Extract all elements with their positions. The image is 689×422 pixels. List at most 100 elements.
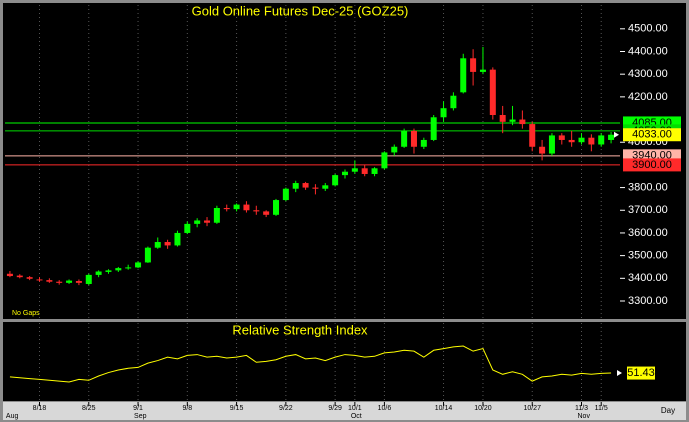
x-tick-label: 9/15	[230, 405, 244, 412]
candle-body	[194, 220, 201, 224]
candle-body	[164, 242, 171, 246]
candle-body	[282, 188, 289, 201]
candle-body	[391, 146, 398, 153]
x-tick-label: 10/1	[348, 405, 362, 412]
candle-body	[16, 275, 23, 278]
y-tick-label: 3300.00	[628, 295, 668, 307]
candle-body	[332, 175, 339, 186]
candle-body	[529, 124, 536, 147]
candle-body	[341, 171, 348, 176]
candle-body	[489, 69, 496, 116]
rsi-title: Relative Strength Index	[232, 322, 368, 337]
month-label: Nov	[578, 413, 591, 420]
x-tick-label: 10/27	[523, 405, 541, 412]
candle-body	[26, 277, 33, 279]
month-label: Sep	[134, 413, 147, 420]
y-tick-label: 4300.00	[628, 68, 668, 80]
candle-body	[263, 211, 270, 215]
level-box	[623, 158, 681, 172]
candle-body	[6, 273, 13, 277]
candle-body	[430, 117, 437, 140]
candle-body	[253, 210, 260, 212]
last-price-label: 4033.00	[632, 129, 672, 141]
candle-body	[56, 281, 63, 283]
period-label: Day	[661, 406, 675, 415]
x-tick-label: 9/8	[182, 405, 192, 412]
y-tick-label: 3800.00	[628, 181, 668, 193]
x-tick-label: 11/5	[595, 405, 608, 412]
candle-body	[499, 115, 506, 122]
candle-body	[75, 281, 82, 283]
candle-body	[105, 270, 112, 272]
candle-body	[135, 262, 142, 268]
candle-body	[46, 280, 53, 282]
candle-body	[243, 204, 250, 211]
candle-body	[509, 119, 516, 122]
date-strip	[3, 402, 686, 420]
y-tick-label: 3600.00	[628, 227, 668, 239]
candle-body	[568, 139, 575, 143]
candle-body	[608, 134, 615, 140]
candle-body	[479, 69, 486, 72]
candle-body	[460, 58, 467, 93]
last-price-box	[623, 128, 681, 142]
annotation: No Gaps	[12, 310, 40, 317]
candle-body	[95, 271, 102, 275]
candle-body	[213, 207, 220, 223]
candle-body	[519, 119, 526, 125]
candle-body	[371, 168, 378, 174]
y-tick-label: 4400.00	[628, 45, 668, 57]
price-panel	[3, 3, 620, 319]
candle-body	[154, 242, 161, 248]
rsi-value-label: 51.43	[627, 367, 655, 379]
candle-body	[401, 130, 408, 147]
y-tick-label: 3700.00	[628, 204, 668, 216]
candle-body	[66, 280, 73, 283]
x-tick-label: 10/6	[378, 405, 392, 412]
month-label: Aug	[6, 413, 19, 420]
candle-body	[273, 200, 280, 215]
candle-body	[85, 274, 92, 284]
candle-body	[470, 58, 477, 72]
x-tick-label: 9/22	[279, 405, 293, 412]
y-tick-label: 4200.00	[628, 91, 668, 103]
candle-body	[302, 183, 309, 188]
rsi-value-box	[627, 366, 655, 380]
x-tick-label: 8/25	[82, 405, 96, 412]
rsi-panel	[3, 322, 620, 401]
candle-body	[233, 204, 240, 210]
candle-body	[204, 220, 211, 223]
candle-body	[548, 135, 555, 154]
candle-body	[144, 247, 151, 263]
candle-body	[450, 95, 457, 109]
x-tick-label: 10/14	[435, 405, 453, 412]
candle-body	[125, 267, 132, 269]
candle-body	[381, 152, 388, 169]
candle-body	[184, 223, 191, 233]
rsi-line	[9, 345, 612, 383]
candle-body	[578, 137, 585, 143]
x-tick-label: 8/18	[33, 405, 47, 412]
chart-title: Gold Online Futures Dec-25 (GOZ25)	[192, 3, 409, 18]
x-tick-label: 9/1	[133, 405, 143, 412]
candle-body	[351, 168, 358, 172]
y-tick-label: 4500.00	[628, 23, 668, 35]
candle-body	[115, 268, 122, 271]
candle-body	[539, 146, 546, 154]
candle-body	[410, 130, 417, 147]
x-tick-label: 11/3	[575, 405, 588, 412]
candle-body	[292, 183, 299, 189]
candle-body	[420, 139, 427, 147]
candle-body	[558, 135, 565, 140]
candle-body	[36, 279, 43, 281]
candle-body	[598, 135, 605, 145]
rsi-arrow	[617, 370, 622, 377]
last-price-arrow	[614, 131, 619, 138]
candle-body	[440, 108, 447, 118]
candle-body	[361, 168, 368, 174]
y-tick-label: 3400.00	[628, 272, 668, 284]
candle-body	[312, 187, 319, 189]
x-tick-label: 10/20	[474, 405, 492, 412]
candle-body	[322, 185, 329, 189]
